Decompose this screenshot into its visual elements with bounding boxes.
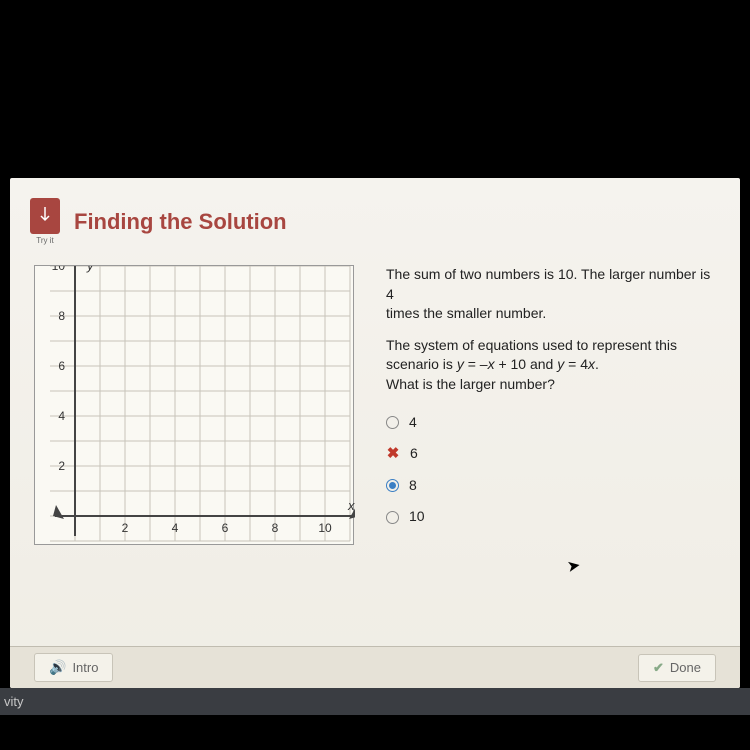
svg-text:8: 8	[272, 521, 279, 535]
option-4[interactable]: 4	[386, 407, 716, 439]
option-label: 10	[409, 507, 425, 527]
text: times the smaller number.	[386, 305, 546, 321]
svg-text:6: 6	[58, 359, 65, 373]
black-letterbox-top	[0, 0, 750, 178]
tryit-badge: Try it	[30, 198, 60, 245]
coordinate-graph: 2 4 6 8 10 2 4 6 8 10 y x	[34, 265, 354, 545]
var-y: y	[457, 356, 464, 372]
svg-text:10: 10	[318, 521, 332, 535]
option-6[interactable]: ✖ 6	[386, 438, 716, 470]
svg-text:6: 6	[222, 521, 229, 535]
problem-text-2: The system of equations used to represen…	[386, 336, 716, 395]
content-row: 2 4 6 8 10 2 4 6 8 10 y x The sum of two numbers …	[10, 257, 740, 553]
text: .	[595, 356, 599, 372]
problem-text-1: The sum of two numbers is 10. The larger…	[386, 265, 716, 324]
tryit-label: Try it	[36, 236, 53, 245]
var-x: x	[488, 356, 495, 372]
tryit-icon	[30, 198, 60, 234]
option-label: 8	[409, 476, 417, 496]
svg-text:2: 2	[58, 459, 65, 473]
svg-text:4: 4	[172, 521, 179, 535]
svg-text:y: y	[86, 266, 95, 273]
option-label: 6	[410, 444, 418, 464]
option-10[interactable]: 10	[386, 501, 716, 533]
taskbar-text: vity	[4, 694, 24, 709]
done-button[interactable]: ✔ Done	[638, 654, 716, 682]
text: = –	[464, 356, 488, 372]
radio-icon	[386, 416, 399, 429]
svg-text:8: 8	[58, 309, 65, 323]
svg-text:2: 2	[122, 521, 129, 535]
done-label: Done	[670, 660, 701, 675]
lesson-title: Finding the Solution	[74, 209, 287, 235]
lesson-window: Try it Finding the Solution 2 4 6 8 10 2 4 6 8 10…	[10, 178, 740, 688]
var-x: x	[588, 356, 595, 372]
svg-text:x: x	[347, 498, 355, 513]
radio-icon	[386, 511, 399, 524]
svg-text:10: 10	[52, 266, 66, 273]
text: scenario is	[386, 356, 457, 372]
intro-label: Intro	[72, 660, 98, 675]
question-panel: The sum of two numbers is 10. The larger…	[386, 265, 716, 545]
text: = 4	[564, 356, 588, 372]
text: The sum of two numbers is 10. The larger…	[386, 266, 710, 302]
radio-selected-icon	[386, 479, 399, 492]
check-icon: ✔	[653, 660, 664, 676]
graph-svg: 2 4 6 8 10 2 4 6 8 10 y x	[35, 266, 355, 546]
intro-button[interactable]: 🔊 Intro	[34, 653, 113, 682]
answer-options: 4 ✖ 6 8 10	[386, 407, 716, 533]
svg-text:4: 4	[58, 409, 65, 423]
text: + 10 and	[495, 356, 558, 372]
wrong-x-icon: ✖	[386, 447, 400, 461]
text: The system of equations used to represen…	[386, 337, 677, 353]
lesson-header: Try it Finding the Solution	[10, 178, 740, 257]
speaker-icon: 🔊	[49, 659, 66, 676]
lesson-footer: 🔊 Intro ✔ Done	[10, 646, 740, 688]
option-label: 4	[409, 413, 417, 433]
mouse-cursor-icon: ➤	[565, 555, 582, 577]
option-8[interactable]: 8	[386, 470, 716, 502]
text: What is the larger number?	[386, 376, 555, 392]
os-taskbar-fragment: vity	[0, 688, 750, 715]
